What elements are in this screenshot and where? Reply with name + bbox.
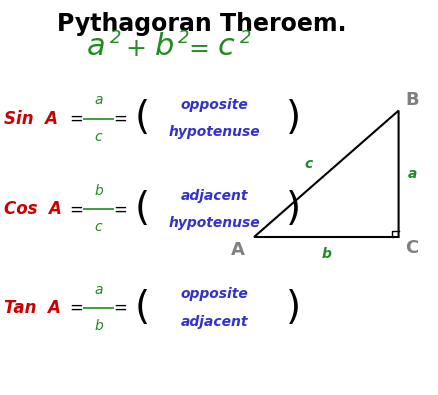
Text: (: ( <box>135 190 150 228</box>
Text: hypotenuse: hypotenuse <box>169 125 261 139</box>
Text: b: b <box>94 319 103 333</box>
Text: 2: 2 <box>178 29 190 47</box>
Text: ): ) <box>286 100 301 137</box>
Text: b: b <box>155 32 174 61</box>
Text: =: = <box>189 37 210 61</box>
Text: =: = <box>70 299 84 317</box>
Text: ): ) <box>286 190 301 228</box>
Text: adjacent: adjacent <box>181 189 248 203</box>
Text: Sin  A: Sin A <box>4 109 58 128</box>
Text: b: b <box>321 247 331 261</box>
Text: 2: 2 <box>240 29 251 47</box>
Text: c: c <box>95 130 102 143</box>
Text: B: B <box>405 90 419 109</box>
Text: =: = <box>113 200 127 218</box>
Text: Pythagoran Theroem.: Pythagoran Theroem. <box>57 12 346 36</box>
Text: c: c <box>217 32 234 61</box>
Text: A: A <box>231 241 245 259</box>
Text: opposite: opposite <box>181 98 248 112</box>
Text: =: = <box>70 109 84 128</box>
Text: =: = <box>113 109 127 128</box>
Text: a: a <box>94 94 103 107</box>
Text: +: + <box>125 37 146 61</box>
Text: a: a <box>407 167 417 181</box>
Text: adjacent: adjacent <box>181 315 248 329</box>
Text: a: a <box>94 283 103 297</box>
Text: opposite: opposite <box>181 288 248 301</box>
Text: a: a <box>87 32 106 61</box>
Text: hypotenuse: hypotenuse <box>169 216 261 230</box>
Text: C: C <box>405 239 418 257</box>
Text: c: c <box>95 220 102 234</box>
Text: =: = <box>70 200 84 218</box>
Text: b: b <box>94 184 103 198</box>
Text: =: = <box>113 299 127 317</box>
Text: (: ( <box>135 100 150 137</box>
Text: (: ( <box>135 289 150 327</box>
Text: c: c <box>305 157 313 171</box>
Text: ): ) <box>286 289 301 327</box>
Text: 2: 2 <box>110 29 122 47</box>
Text: Cos  A: Cos A <box>4 200 62 218</box>
Text: Tan  A: Tan A <box>4 299 61 317</box>
